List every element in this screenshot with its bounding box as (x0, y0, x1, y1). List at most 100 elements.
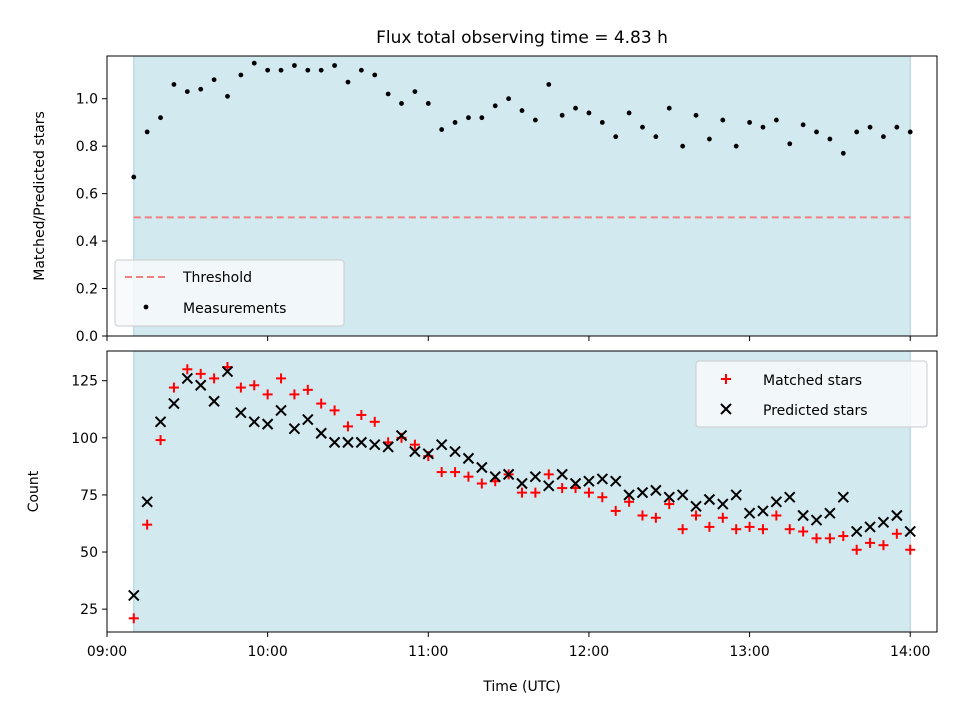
matched-star-point (182, 364, 193, 375)
bottom-legend: Matched stars Predicted stars (695, 360, 928, 428)
predicted-star-point (422, 448, 434, 460)
predicted-star-point (235, 406, 247, 419)
matched-star-point (289, 389, 300, 400)
predicted-star-point (797, 509, 809, 522)
y-tick-label: 25 (80, 602, 98, 618)
predicted-star-point (141, 496, 153, 508)
predicted-star-point (328, 436, 341, 449)
bottom-y-axis-label: Count (26, 470, 42, 512)
x-axis-label: Time (UTC) (482, 679, 560, 695)
bottom-axis-ticks: 25 50 75 100 125 09:00 10:00 11:00 12:00 13:00 14:… (71, 374, 930, 660)
y-tick-label: 0.0 (76, 329, 98, 345)
matched-star-point (329, 405, 340, 416)
x-tick-label: 14:00 (890, 644, 930, 660)
legend-predicted-label: Predicted stars (763, 403, 868, 419)
measurement-point (225, 93, 230, 99)
predicted-star-point (784, 491, 796, 503)
measurement-point (559, 112, 565, 118)
measurement-point (305, 67, 311, 73)
predicted-star-point (261, 418, 274, 430)
matched-star-point (597, 492, 608, 503)
matched-star-point (235, 382, 246, 393)
top-legend: Threshold Measurements (114, 259, 345, 327)
predicted-star-point (891, 509, 903, 522)
y-tick-label: 50 (80, 545, 98, 561)
predicted-star-point (502, 468, 515, 481)
matched-star-point (142, 519, 153, 530)
matched-star-point (704, 521, 715, 532)
predicted-star-point (556, 468, 568, 481)
predicted-star-point (369, 438, 381, 451)
x-tick-label: 13:00 (729, 644, 769, 660)
matched-star-point (316, 398, 327, 409)
matched-star-point (771, 510, 782, 521)
legend-measurements-label: Measurements (183, 301, 286, 317)
matched-star-point (436, 467, 447, 478)
bottom-plot-marks (128, 351, 916, 632)
y-tick-label: 75 (80, 488, 98, 504)
measurement-point (278, 67, 284, 73)
measurement-point (814, 129, 819, 135)
measurement-point (867, 124, 873, 130)
predicted-star-point (837, 491, 849, 503)
matched-star-point (583, 487, 594, 498)
bottom-axes-frame (106, 350, 938, 633)
measurement-point (546, 82, 552, 87)
matched-star-point (128, 613, 139, 624)
predicted-star-point (195, 379, 207, 391)
predicted-star-point (181, 372, 194, 385)
top-legend-box (114, 259, 345, 327)
legend-predicted-swatch (720, 403, 732, 415)
measurement-point (492, 103, 498, 109)
predicted-star-point (569, 477, 582, 490)
measurement-point (907, 129, 913, 135)
matched-star-point (824, 533, 835, 544)
measurement-point (532, 117, 538, 123)
measurement-point (506, 96, 512, 102)
matched-star-point (369, 416, 380, 427)
measurement-point (452, 120, 458, 125)
matched-star-point (744, 521, 755, 532)
matched-star-point (195, 368, 206, 379)
matched-star-point (637, 510, 648, 521)
predicted-star-point (623, 489, 635, 501)
predicted-star-point (743, 507, 756, 519)
measurement-point (198, 86, 204, 92)
predicted-star-point (663, 491, 675, 503)
matched-star-point (409, 439, 420, 450)
predicted-star-point (610, 475, 622, 487)
measurement-point (439, 127, 445, 132)
measurement-point (720, 117, 726, 123)
measurement-point (854, 129, 860, 135)
measurement-point (211, 77, 217, 83)
predicted-star-point (489, 470, 501, 483)
predicted-star-point (596, 473, 609, 485)
matched-star-point (262, 389, 273, 400)
measurement-point (412, 89, 418, 94)
chart-title: Flux total observing time = 4.83 h (376, 28, 668, 48)
legend-plus-marker (721, 374, 731, 384)
y-tick-label: 100 (71, 431, 98, 447)
matched-star-point (784, 524, 795, 535)
measurement-point (131, 174, 137, 180)
matched-star-point (650, 512, 661, 523)
matched-star-point (838, 531, 849, 542)
matched-star-point (717, 512, 728, 523)
predicted-star-point (355, 436, 368, 449)
y-tick-label: 0.2 (76, 282, 98, 298)
predicted-star-point (208, 395, 220, 407)
predicted-star-point (690, 500, 702, 513)
predicted-star-point (154, 416, 167, 428)
measurement-point (158, 115, 163, 121)
predicted-star-point (409, 445, 421, 458)
measurement-point (733, 143, 739, 149)
matched-star-point (891, 528, 902, 539)
matched-star-point (342, 421, 353, 432)
predicted-star-point (395, 429, 408, 442)
predicted-star-point (476, 461, 488, 474)
predicted-star-point (636, 486, 649, 499)
x-tick-label: 11:00 (408, 644, 448, 660)
measurement-point (171, 82, 177, 87)
predicted-star-point (449, 445, 461, 458)
predicted-star-point (543, 480, 555, 492)
